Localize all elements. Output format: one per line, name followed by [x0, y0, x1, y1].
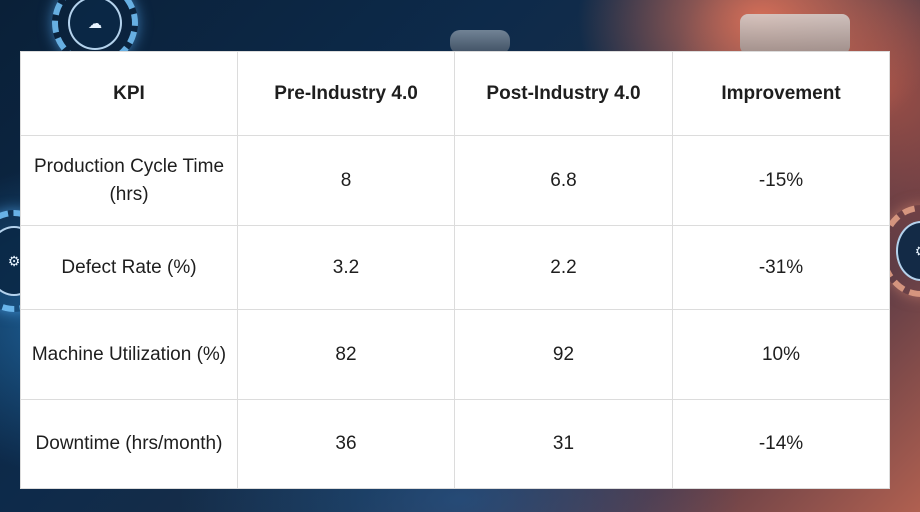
header-post-industry: Post-Industry 4.0 — [454, 51, 673, 136]
post-value-cell: 2.2 — [454, 225, 673, 310]
post-value-cell: 31 — [454, 399, 673, 489]
pre-value-cell: 8 — [237, 135, 455, 226]
pre-value-cell: 82 — [237, 309, 455, 400]
improvement-cell: 10% — [672, 309, 890, 400]
table-row: Defect Rate (%) 3.2 2.2 -31% — [20, 225, 890, 310]
improvement-cell: -14% — [672, 399, 890, 489]
header-pre-industry: Pre-Industry 4.0 — [237, 51, 455, 136]
post-value-cell: 6.8 — [454, 135, 673, 226]
table-row: Machine Utilization (%) 82 92 10% — [20, 309, 890, 400]
kpi-table-card: KPI Pre-Industry 4.0 Post-Industry 4.0 I… — [20, 51, 890, 489]
kpi-cell: Downtime (hrs/month) — [20, 399, 238, 489]
kpi-cell: Production Cycle Time (hrs) — [20, 135, 238, 226]
pre-value-cell: 36 — [237, 399, 455, 489]
header-improvement: Improvement — [672, 51, 890, 136]
post-value-cell: 92 — [454, 309, 673, 400]
pre-value-cell: 3.2 — [237, 225, 455, 310]
kpi-table: KPI Pre-Industry 4.0 Post-Industry 4.0 I… — [20, 51, 890, 489]
kpi-cell: Defect Rate (%) — [20, 225, 238, 310]
machine-graphic — [740, 14, 850, 54]
improvement-cell: -15% — [672, 135, 890, 226]
table-row: Downtime (hrs/month) 36 31 -14% — [20, 399, 890, 489]
header-kpi: KPI — [20, 51, 238, 136]
table-header-row: KPI Pre-Industry 4.0 Post-Industry 4.0 I… — [20, 51, 890, 136]
improvement-cell: -31% — [672, 225, 890, 310]
robot-arm-graphic — [450, 30, 510, 54]
kpi-cell: Machine Utilization (%) — [20, 309, 238, 400]
table-row: Production Cycle Time (hrs) 8 6.8 -15% — [20, 135, 890, 226]
